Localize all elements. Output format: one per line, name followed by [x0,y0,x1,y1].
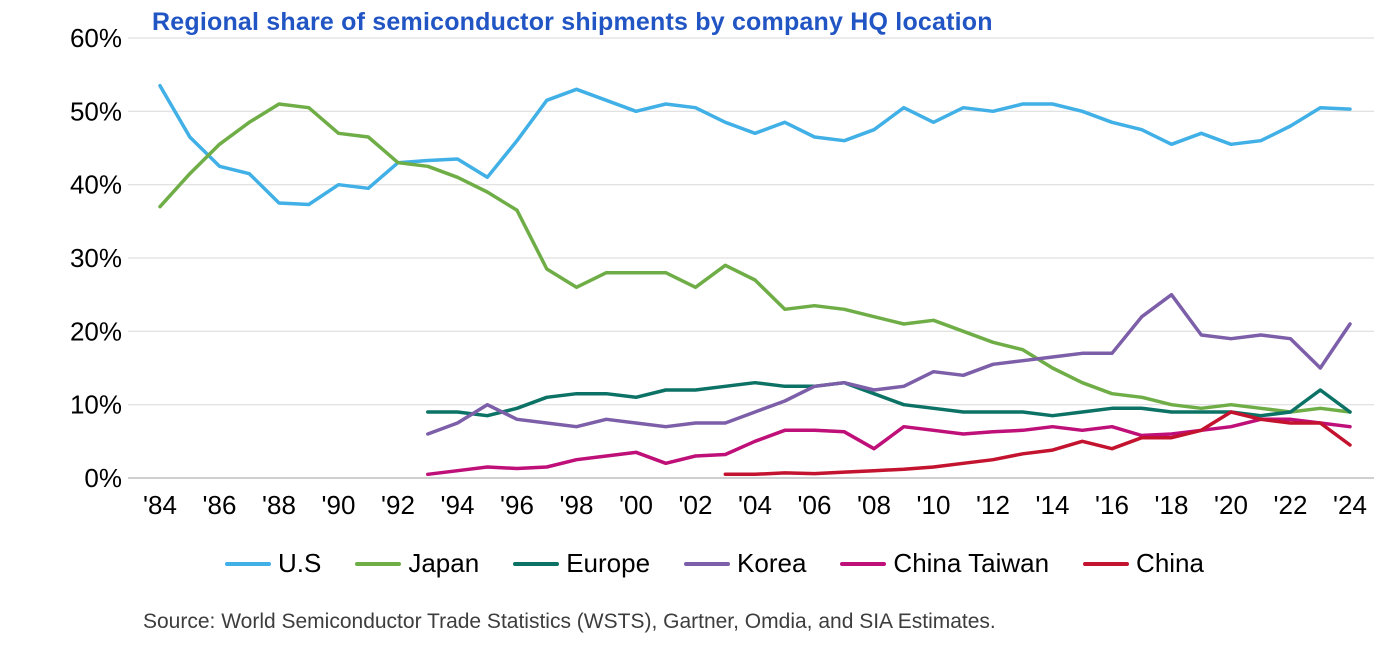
x-axis-tick-label: '20 [1214,490,1248,520]
legend-item: China Taiwan [840,548,1049,579]
x-axis-tick-label: '88 [262,490,296,520]
series-line-korea [426,292,1352,436]
x-axis-tick-label: '98 [560,490,594,520]
legend-label: U.S [278,548,322,578]
series-line-europe [426,380,1352,418]
legend-label: China Taiwan [893,548,1050,578]
source-note: Source: World Semiconductor Trade Statis… [143,610,996,633]
legend-label: China [1136,548,1204,578]
x-axis-tick-label: '86 [203,490,237,520]
legend-label: Korea [737,548,807,578]
x-axis-tick-label: '04 [738,490,772,520]
legend-label: Europe [566,548,651,578]
y-axis-tick-label: 60% [70,23,122,53]
legend-swatch [1083,561,1130,566]
series-line-u-s [158,83,1352,207]
x-axis-tick-label: '22 [1274,490,1308,520]
series-line-japan [158,102,1352,414]
x-axis-tick-label: '16 [1095,490,1129,520]
y-axis-tick-label: 40% [70,170,122,200]
legend-swatch [684,561,731,566]
y-axis-tick-label: 0% [84,463,122,493]
legend-item: U.S [225,548,321,579]
x-axis-tick-label: '96 [500,490,534,520]
x-axis-tick-label: '18 [1155,490,1189,520]
legend-swatch [355,561,402,566]
y-axis-tick-label: 10% [70,390,122,420]
legend-label: Japan [408,548,480,578]
legend-item: Japan [355,548,479,579]
legend-item: Europe [513,548,650,579]
x-axis-tick-label: '12 [976,490,1010,520]
series-line-china [723,410,1352,477]
legend: U.S Japan Europe Korea China Taiwan China [0,548,1399,579]
legend-swatch [840,561,887,566]
x-axis-tick-label: '00 [619,490,653,520]
x-axis-tick-label: '06 [798,490,832,520]
line-chart: 0% 10% 20% 30% 40% 50% 60% '84 '86 '88 '90 '92 '94 '9… [70,23,1374,520]
series-line-china-taiwan [426,417,1352,477]
y-axis-tick-label: 20% [70,316,122,346]
x-axis-tick-label: '94 [441,490,475,520]
legend-swatch [513,561,560,566]
x-axis-tick-label: '24 [1333,490,1367,520]
x-axis-tick-label: '10 [917,490,951,520]
x-axis-tick-label: '84 [143,490,177,520]
y-axis-tick-label: 30% [70,243,122,273]
x-axis-tick-label: '08 [857,490,891,520]
legend-swatch [225,561,271,566]
x-axis-tick-label: '90 [322,490,356,520]
x-axis-tick-label: '14 [1036,490,1070,520]
legend-item: Korea [684,548,806,579]
x-axis-tick-label: '92 [381,490,415,520]
legend-item: China [1083,548,1204,579]
chart-title: Regional share of semiconductor shipment… [152,8,993,36]
x-axis-tick-label: '02 [679,490,713,520]
y-axis-tick-label: 50% [70,96,122,126]
